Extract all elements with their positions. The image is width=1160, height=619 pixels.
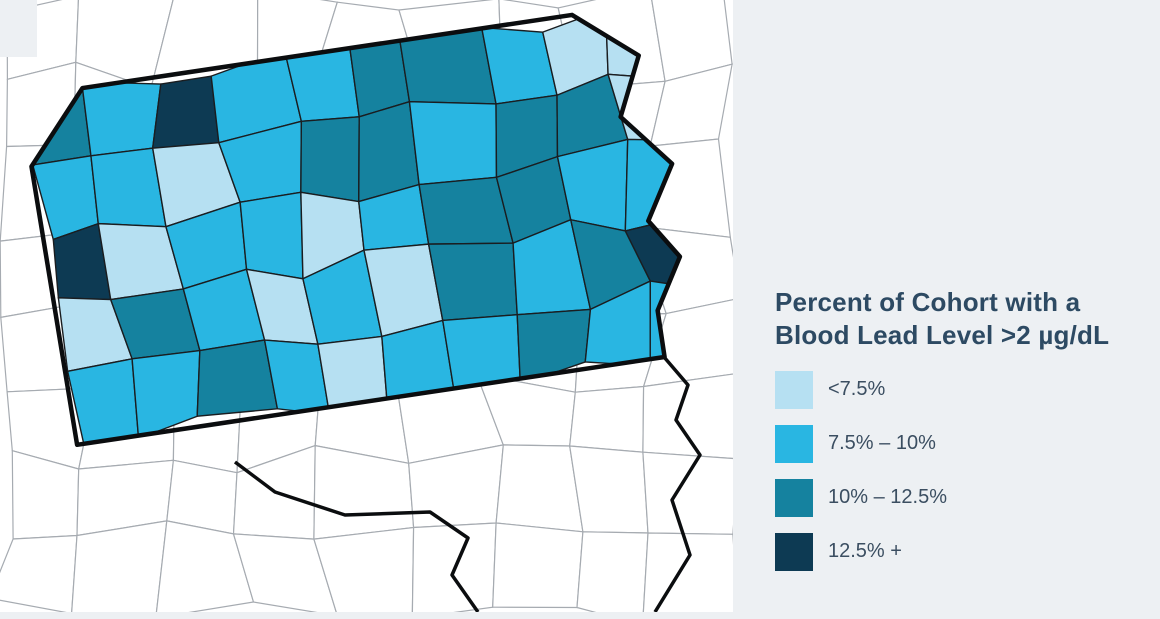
county-cell bbox=[196, 339, 279, 417]
legend-items: <7.5% 7.5% – 10% 10% – 12.5% 12.5% + bbox=[775, 370, 1160, 571]
neighbor-county-cell bbox=[642, 451, 733, 535]
county-cell bbox=[408, 100, 498, 186]
county-cell bbox=[427, 242, 518, 322]
choropleth-map bbox=[0, 0, 733, 612]
neighbor-county-cell bbox=[232, 533, 337, 612]
legend-label: 12.5% + bbox=[828, 540, 902, 563]
state-border bbox=[29, 12, 683, 448]
state-boundary-line bbox=[653, 355, 702, 612]
neighbor-county-cell bbox=[71, 520, 168, 612]
legend-panel: Percent of Cohort with a Blood Lead Leve… bbox=[733, 0, 1160, 619]
map-corner-mask bbox=[0, 0, 37, 57]
neighbor-county-cell bbox=[492, 522, 584, 609]
legend-label: 7.5% – 10% bbox=[828, 432, 936, 455]
neighbor-county-cell bbox=[568, 445, 649, 534]
neighbor-county-cell bbox=[0, 534, 78, 612]
legend-swatch bbox=[775, 532, 813, 571]
legend-title: Percent of Cohort with a Blood Lead Leve… bbox=[775, 286, 1160, 353]
legend-swatch bbox=[775, 478, 813, 517]
neighbor-county-cell bbox=[569, 385, 645, 453]
neighbor-county-cell bbox=[576, 531, 649, 612]
legend-item: <7.5% bbox=[775, 370, 1160, 409]
legend-item: 7.5% – 10% bbox=[775, 424, 1160, 463]
legend-swatch bbox=[775, 370, 813, 409]
neighbor-county-cell bbox=[642, 373, 733, 460]
neighbor-county-cell bbox=[313, 526, 415, 612]
bottom-margin bbox=[0, 612, 1160, 619]
map-area bbox=[0, 0, 733, 612]
legend-label: 10% – 12.5% bbox=[828, 486, 947, 509]
legend-title-line1: Percent of Cohort with a bbox=[775, 287, 1081, 317]
neighbor-county-cell bbox=[495, 444, 584, 533]
legend-item: 12.5% + bbox=[775, 532, 1160, 571]
legend-title-line2: Blood Lead Level >2 µg/dL bbox=[775, 320, 1110, 351]
neighbor-county-cell bbox=[642, 299, 733, 388]
state-boundary-line bbox=[233, 460, 480, 612]
legend-label: <7.5% bbox=[828, 378, 886, 401]
legend-swatch bbox=[775, 424, 813, 463]
legend-item: 10% – 12.5% bbox=[775, 478, 1160, 517]
